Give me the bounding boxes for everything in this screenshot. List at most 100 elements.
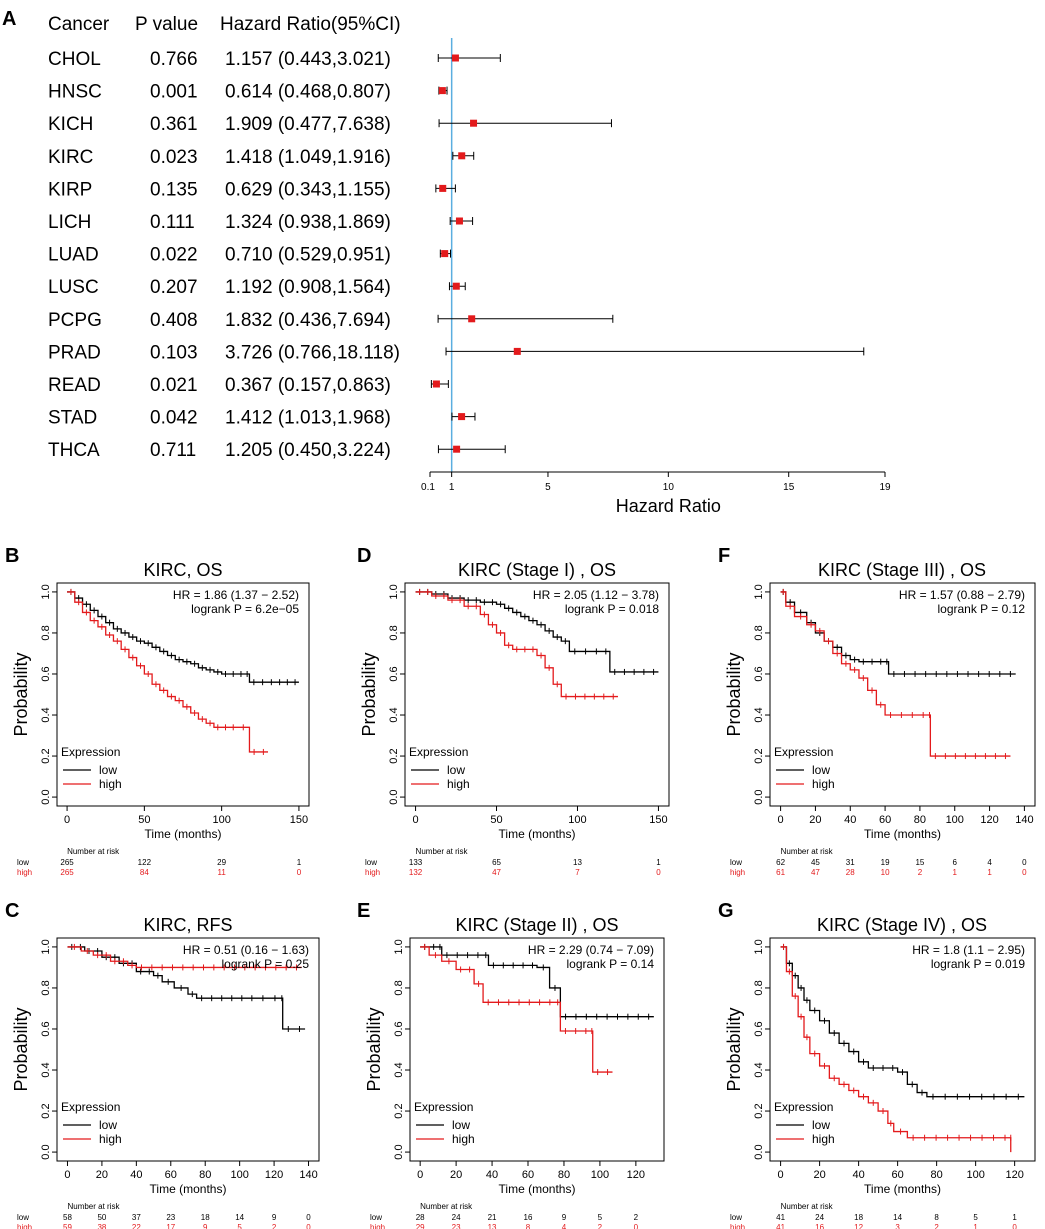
- km-risk-low: 8: [934, 1213, 939, 1222]
- row-p-value: 0.135: [150, 179, 198, 200]
- km-risk-title: Number at risk: [420, 1202, 473, 1211]
- km-x-tick-label: 0: [64, 814, 70, 826]
- row-p-value: 0.023: [150, 147, 198, 168]
- km-y-tick-label: 0.2: [40, 748, 52, 763]
- row-cancer-label: LUAD: [48, 245, 99, 266]
- row-hr-ci-text: 1.832 (0.436,7.694): [225, 310, 391, 331]
- km-risk-high: 0: [306, 1223, 311, 1229]
- km-y-tick-label: 0.2: [393, 1103, 405, 1118]
- km-x-label: Time (months): [499, 827, 576, 841]
- km-x-tick-label: 20: [809, 814, 821, 826]
- km-x-tick-label: 40: [852, 1169, 864, 1181]
- km-x-tick-label: 150: [290, 814, 308, 826]
- col-header-hazard-ratio: Hazard Ratio(95%CI): [220, 14, 401, 35]
- km-legend-title: Expression: [774, 1100, 833, 1114]
- km-curve-low: [420, 946, 654, 1018]
- km-y-tick-label: 0.8: [753, 980, 765, 995]
- km-y-tick-label: 0.0: [40, 1144, 52, 1159]
- forest-x-tick-label: 10: [663, 482, 675, 493]
- row-hr-ci-text: 1.412 (1.013,1.968): [225, 408, 391, 429]
- row-p-value: 0.001: [150, 82, 198, 103]
- km-risk-title: Number at risk: [416, 847, 469, 856]
- km-panel-d: D KIRC (Stage I) , OS 0.0 0.2 0.4 0.6 0.8 1.0 Pr…: [357, 545, 670, 877]
- km-legend-high: high: [99, 777, 122, 791]
- hr-point: [439, 184, 447, 192]
- km-x-label: Time (months): [864, 827, 941, 841]
- panel-letter: F: [718, 545, 730, 567]
- row-cancer-label: PRAD: [48, 342, 101, 363]
- km-risk-high: 11: [217, 868, 226, 877]
- km-risk-low: 23: [166, 1213, 175, 1222]
- km-risk-low: 58: [63, 1213, 72, 1222]
- km-y-tick-label: 1.0: [393, 939, 405, 954]
- km-risk-high: 38: [97, 1223, 106, 1229]
- km-y-tick-label: 0.2: [388, 748, 400, 763]
- km-risk-label-low: low: [370, 1213, 382, 1222]
- hr-point: [470, 119, 478, 127]
- row-cancer-label: PCPG: [48, 310, 102, 331]
- forest-x-tick-label: 1: [449, 482, 455, 493]
- km-curve-high: [415, 591, 618, 698]
- hr-point: [455, 217, 463, 225]
- row-cancer-label: KIRP: [48, 179, 92, 200]
- km-x-tick-label: 80: [558, 1169, 570, 1181]
- row-p-value: 0.766: [150, 49, 198, 70]
- hr-point: [432, 380, 440, 388]
- km-x-label: Time (months): [864, 1182, 941, 1196]
- km-legend-title: Expression: [61, 1100, 120, 1114]
- km-risk-low: 9: [272, 1213, 277, 1222]
- km-risk-low: 14: [893, 1213, 902, 1222]
- row-hr-ci-text: 1.418 (1.049,1.916): [225, 147, 391, 168]
- km-x-tick-label: 40: [844, 814, 856, 826]
- row-hr-ci-text: 1.205 (0.450,3.224): [225, 440, 391, 461]
- km-frame: [409, 937, 665, 1162]
- km-x-tick-label: 50: [138, 814, 150, 826]
- km-y-tick-label: 1.0: [753, 939, 765, 954]
- km-legend-title: Expression: [61, 745, 120, 759]
- km-risk-high: 0: [297, 868, 302, 877]
- km-risk-high: 1: [953, 868, 958, 877]
- km-x-tick-label: 60: [522, 1169, 534, 1181]
- panel-letter: B: [5, 545, 19, 567]
- km-logrank-text: logrank P = 0.018: [565, 602, 660, 616]
- km-frame: [56, 937, 320, 1162]
- km-risk-high: 61: [776, 868, 785, 877]
- hr-point: [451, 54, 459, 62]
- km-x-tick-label: 0: [417, 1169, 423, 1181]
- km-risk-label-low: low: [730, 858, 742, 867]
- row-p-value: 0.111: [150, 212, 195, 233]
- km-panel-g: G KIRC (Stage IV) , OS 0.0 0.2 0.4 0.6 0.8 1.0 P…: [718, 900, 1036, 1229]
- panel-letter: D: [357, 545, 371, 567]
- km-risk-title: Number at risk: [67, 1202, 120, 1211]
- km-y-tick-label: 0.8: [40, 980, 52, 995]
- km-risk-high: 10: [881, 868, 890, 877]
- km-legend-high: high: [447, 777, 470, 791]
- row-cancer-label: THCA: [48, 440, 100, 461]
- km-title: KIRC, OS: [143, 560, 222, 580]
- km-risk-low: 133: [409, 858, 423, 867]
- km-risk-high: 0: [1022, 868, 1027, 877]
- km-legend-low: low: [812, 763, 830, 777]
- km-y-tick-label: 0.6: [40, 1021, 52, 1036]
- km-y-tick-label: 0.2: [40, 1103, 52, 1118]
- km-y-label: Probability: [724, 1007, 744, 1091]
- row-cancer-label: LICH: [48, 212, 91, 233]
- km-risk-label-high: high: [370, 1223, 385, 1229]
- km-y-label: Probability: [724, 652, 744, 736]
- km-risk-high: 12: [854, 1223, 863, 1229]
- km-x-tick-label: 60: [891, 1169, 903, 1181]
- km-title: KIRC (Stage IV) , OS: [817, 915, 987, 935]
- km-curve-high: [780, 591, 1011, 757]
- km-logrank-text: logrank P = 0.25: [221, 957, 309, 971]
- km-risk-low: 31: [846, 858, 855, 867]
- km-risk-high: 5: [237, 1223, 242, 1229]
- panel-letter: E: [357, 900, 370, 922]
- km-x-tick-label: 100: [568, 814, 586, 826]
- km-risk-high: 47: [811, 868, 820, 877]
- km-frame: [769, 582, 1036, 807]
- km-legend-low: low: [812, 1118, 830, 1132]
- km-risk-low: 5: [973, 1213, 978, 1222]
- forest-x-tick-label: 0.1: [421, 482, 435, 493]
- row-hr-ci-text: 0.614 (0.468,0.807): [225, 82, 391, 103]
- km-curve-high: [780, 946, 1012, 1153]
